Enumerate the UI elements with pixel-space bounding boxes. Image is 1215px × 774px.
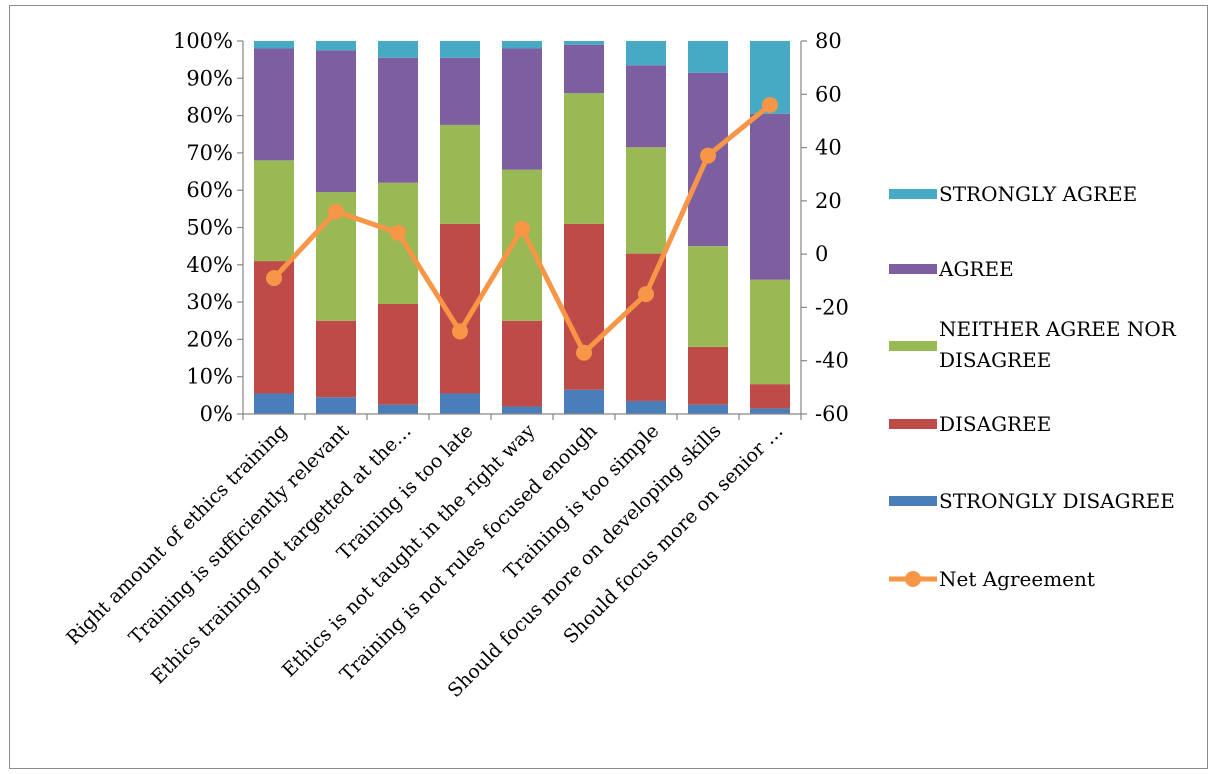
left-tick-label: 40% [186,253,233,277]
bar-segment-neither-agree-nor-disagree [502,169,542,321]
legend-marker-net-agreement [905,571,921,587]
legend-label: DISAGREE [939,348,1051,372]
left-tick-label: 60% [186,178,233,202]
left-tick-label: 20% [186,327,233,351]
bar-segment-disagree [316,320,356,398]
bar-segment-strongly-agree [378,41,418,58]
left-tick-label: 10% [186,365,233,389]
category-label: Right amount of ethics training [62,420,291,649]
bar-segment-strongly-disagree [564,389,604,414]
legend-label: Net Agreement [939,567,1095,591]
bar-segment-agree [440,57,480,125]
left-tick-label: 30% [186,290,233,314]
bar-segment-disagree [688,346,728,405]
bar-segment-disagree [378,303,418,405]
legend-swatch-strongly-disagree [889,496,937,506]
left-tick-label: 50% [186,216,233,240]
category-label: Should focus more on senior … [559,420,787,648]
bar-segment-strongly-disagree [378,404,418,414]
legend-swatch-disagree [889,419,937,429]
legend-label: STRONGLY AGREE [939,182,1137,206]
bar-segment-neither-agree-nor-disagree [440,124,480,224]
right-tick-label: 40 [815,136,842,160]
stacked-bar-line-chart: 0% 10% 20% 30% 40% 50% 60% 70% 80% 90% 100% -60 -40 -… [62,29,1177,702]
net-agreement-point [266,270,282,287]
bar-segment-agree [626,65,666,148]
chart-area: 0% 10% 20% 30% 40% 50% 60% 70% 80% 90% 100% -60 -40 -… [9,5,1208,769]
net-agreement-point [576,344,592,361]
bar-segment-strongly-disagree [502,406,542,414]
legend-swatch-neither-agree-nor-disagree [889,341,937,351]
right-tick-label: 80 [815,29,842,53]
category-label: Training is sufficiently relevant [125,420,354,649]
right-tick-label: -40 [815,349,849,373]
bar-segment-strongly-disagree [688,404,728,414]
net-agreement-point [700,147,716,164]
bar-segment-strongly-agree [440,41,480,58]
bar-segment-neither-agree-nor-disagree [626,147,666,254]
legend-label: NEITHER AGREE NOR [939,317,1177,341]
bar-segment-disagree [502,320,542,407]
right-tick-label: 0 [815,242,828,266]
bar-segment-strongly-agree [254,41,294,49]
bar-segment-agree [564,44,604,94]
bar-segment-disagree [626,253,666,401]
right-tick-label: -60 [815,402,849,426]
left-tick-label: 0% [200,402,233,426]
bar-segment-strongly-agree [626,41,666,66]
net-agreement-point [390,224,406,241]
legend-swatch-agree [889,264,937,274]
right-tick-label: -20 [815,295,849,319]
bar-segment-strongly-disagree [750,408,790,414]
net-agreement-point [452,323,468,340]
bar-segment-agree [750,113,790,280]
left-tick-label: 80% [186,104,233,128]
left-tick-label: 90% [186,66,233,90]
bar-segment-strongly-agree [502,41,542,49]
left-tick-label: 70% [186,141,233,165]
left-tick-label: 100% [173,29,233,53]
net-agreement-point [328,203,344,220]
bar-segment-agree [316,50,356,193]
bar-segment-neither-agree-nor-disagree [564,93,604,224]
legend-label: DISAGREE [939,412,1051,436]
bar-segment-strongly-agree [316,41,356,51]
right-tick-label: 20 [815,189,842,213]
bar-segment-agree [502,48,542,170]
bar-segment-neither-agree-nor-disagree [378,182,418,304]
bar-segment-strongly-disagree [316,397,356,414]
net-agreement-point [514,220,530,237]
right-tick-label: 60 [815,82,842,106]
legend-swatch-strongly-agree [889,189,937,199]
net-agreement-point [762,96,778,113]
bar-segment-strongly-disagree [626,400,666,414]
bar-segment-neither-agree-nor-disagree [750,279,790,385]
legend-label: STRONGLY DISAGREE [939,489,1175,513]
legend-label: AGREE [938,257,1014,281]
bar-segment-agree [254,48,294,161]
bar-segment-strongly-agree [564,41,604,45]
bar-segment-strongly-disagree [254,393,294,414]
bar-segment-disagree [750,384,790,409]
bar-segment-agree [378,57,418,183]
net-agreement-point [638,286,654,303]
bar-segment-neither-agree-nor-disagree [688,246,728,347]
bar-segment-neither-agree-nor-disagree [254,160,294,262]
bar-segment-strongly-agree [688,41,728,73]
bar-segment-strongly-disagree [440,393,480,414]
bar-segment-disagree [564,223,604,390]
